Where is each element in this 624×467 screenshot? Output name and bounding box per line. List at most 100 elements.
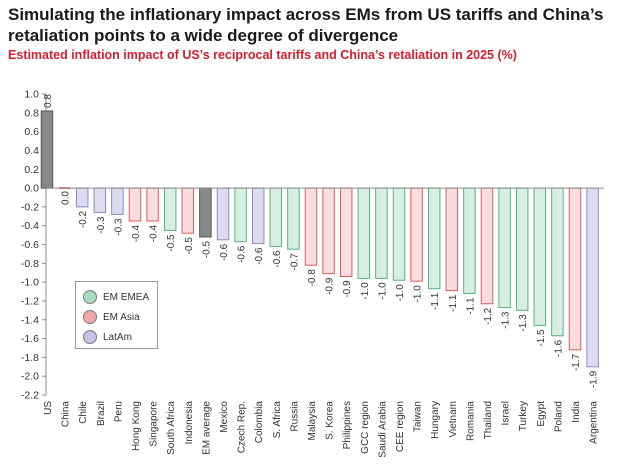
category-label: Poland (553, 401, 564, 432)
bar (480, 187, 494, 305)
data-label: -0.5 (201, 241, 212, 259)
bar (427, 187, 441, 290)
category-label: Chile (78, 401, 89, 424)
bar (146, 187, 159, 222)
category-label: Czech Rep. (237, 401, 248, 453)
category-label: Hungary (430, 401, 441, 439)
category-label: Russia (289, 401, 300, 432)
category-label: Taiwan (413, 401, 424, 432)
data-label: -1.7 (571, 353, 582, 371)
data-label: -0.7 (289, 253, 300, 271)
bar (392, 187, 406, 281)
data-label: -1.0 (377, 282, 388, 300)
data-label: -0.5 (184, 237, 195, 255)
bar (533, 187, 547, 326)
bar (75, 187, 89, 208)
data-label: -1.3 (501, 311, 512, 329)
legend-label-latam: LatAm (103, 331, 132, 343)
data-label: -0.9 (342, 280, 353, 298)
bar (568, 187, 582, 351)
y-tick-label: -1.4 (21, 314, 39, 326)
data-label: -0.2 (78, 210, 89, 228)
bar (357, 187, 371, 279)
y-tick-label: -1.2 (21, 295, 39, 307)
data-label: -0.6 (219, 243, 230, 261)
data-label: -1.6 (553, 339, 564, 357)
bar (128, 187, 142, 222)
bar (269, 187, 283, 247)
y-tick-label: -2.2 (21, 390, 39, 402)
category-label: Malaysia (307, 401, 318, 441)
data-label: -1.9 (589, 370, 600, 388)
data-label: 0.8 (43, 94, 54, 108)
category-label: India (571, 401, 582, 423)
category-label: Peru (113, 401, 124, 422)
bar (251, 187, 265, 245)
bar (93, 187, 107, 214)
y-tick-label: -1.0 (21, 277, 39, 289)
bar (181, 187, 195, 234)
data-label: -1.0 (360, 282, 371, 300)
bar (199, 187, 212, 238)
data-label: -0.9 (325, 277, 336, 295)
legend-swatch-em-emea (83, 290, 97, 304)
y-tick-label: 0.0 (24, 183, 39, 195)
data-label: -1.0 (413, 285, 424, 303)
category-label: Romania (465, 401, 476, 441)
data-label: -0.4 (149, 225, 160, 243)
category-label: EM average (201, 401, 212, 455)
y-tick-label: -0.2 (21, 201, 39, 213)
category-label: Turkey (518, 401, 529, 431)
legend: EM EMEA EM Asia LatAm (75, 281, 158, 349)
category-label: Mexico (219, 401, 230, 433)
legend-swatch-latam (83, 330, 97, 344)
y-tick-label: 0.4 (24, 145, 39, 157)
legend-label-em-emea: EM EMEA (103, 291, 150, 303)
category-label: S. Korea (325, 401, 336, 440)
category-label: US (43, 401, 54, 415)
y-tick-label: 0.8 (24, 107, 39, 119)
data-label: -1.0 (395, 284, 406, 302)
data-label: -0.3 (113, 218, 124, 236)
legend-label-em-asia: EM Asia (103, 311, 140, 323)
bar (287, 187, 300, 250)
legend-item-em-asia: EM Asia (83, 307, 157, 327)
data-label: -0.6 (237, 245, 248, 263)
bar (216, 187, 230, 241)
category-label: Colombia (254, 401, 265, 444)
bar (111, 187, 124, 215)
bar (498, 187, 511, 309)
bar (463, 187, 476, 294)
data-label: -1.1 (448, 294, 459, 312)
legend-swatch-em-asia (83, 310, 97, 324)
bar (234, 187, 247, 243)
bar (339, 187, 353, 277)
category-label: Israel (501, 401, 512, 425)
chart-subtitle: Estimated inflation impact of US’s recip… (8, 48, 517, 62)
bar (586, 187, 599, 368)
y-tick-label: -0.8 (21, 258, 39, 270)
category-label: South Africa (166, 401, 177, 455)
y-tick-label: 1.0 (24, 89, 39, 101)
data-label: -1.3 (518, 314, 529, 332)
category-label: Indonesia (184, 401, 195, 445)
bar (551, 187, 564, 337)
bar (163, 187, 177, 231)
category-label: Saudi Arabia (377, 401, 388, 458)
category-label: CEE region (395, 401, 406, 452)
bar (515, 187, 529, 311)
category-label: Egypt (536, 401, 547, 427)
y-tick-label: -2.0 (21, 371, 39, 383)
data-label: -0.8 (307, 269, 318, 287)
data-label: -1.5 (536, 329, 547, 347)
bar (445, 187, 459, 292)
y-tick-label: -1.8 (21, 352, 39, 364)
category-label: S. Africa (272, 401, 283, 439)
data-label: -0.6 (254, 247, 265, 265)
category-label: Philippines (342, 401, 353, 449)
category-label: Thailand (483, 401, 494, 439)
category-label: Hong Kong (131, 401, 142, 451)
y-tick-label: -0.4 (21, 220, 39, 232)
y-tick-label: 0.6 (24, 126, 39, 138)
